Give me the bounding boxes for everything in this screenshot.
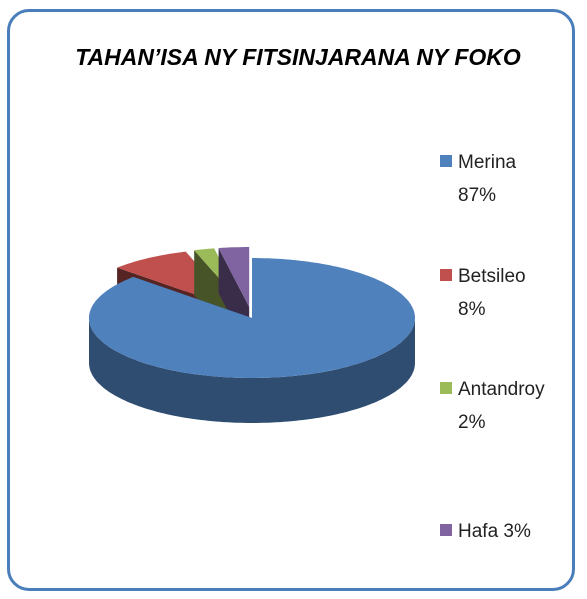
legend-value: 3% <box>503 521 531 542</box>
chart-title: TAHAN’ISA NY FITSINJARANA NY FOKO <box>75 44 521 70</box>
legend-swatch <box>440 382 452 394</box>
slice-side <box>89 318 415 423</box>
legend-entry: Antandroy 2% <box>440 373 545 439</box>
legend-swatch <box>440 524 452 536</box>
legend-value: 2% <box>458 412 486 433</box>
legend-swatch <box>440 269 452 281</box>
legend-label: Betsileo <box>458 266 526 287</box>
chart-frame <box>7 9 575 591</box>
legend-entry: Betsileo 8% <box>440 260 526 326</box>
legend-entry: Merina 87% <box>440 146 516 212</box>
slice-top <box>218 247 250 307</box>
legend-value: 87% <box>458 185 497 206</box>
legend-entry: Hafa 3% <box>440 515 531 548</box>
pie-slice <box>89 258 415 423</box>
legend-value: 8% <box>458 299 486 320</box>
legend-label: Antandroy <box>458 379 545 400</box>
legend-label: Hafa <box>458 521 499 542</box>
legend-label: Merina <box>458 152 517 173</box>
slice-top <box>89 258 415 378</box>
legend-swatch <box>440 155 452 167</box>
